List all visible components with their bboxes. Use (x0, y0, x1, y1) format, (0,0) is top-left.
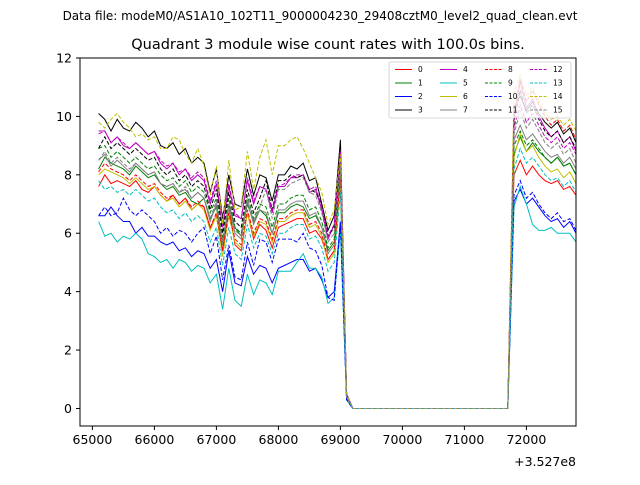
y-tick-label: 6 (64, 226, 72, 241)
legend-item-13: 13 (530, 79, 563, 88)
x-axis-ticks: 65000 66000 67000 68000 69000 70000 71000 72000 (73, 426, 547, 447)
legend-label: 9 (508, 79, 513, 88)
y-tick-label: 10 (56, 109, 72, 124)
series-line-8 (98, 78, 576, 409)
legend-item-5: 5 (440, 79, 468, 88)
legend-item-3: 3 (395, 106, 423, 115)
legend-item-15: 15 (530, 106, 563, 115)
x-offset-label: +3.527e8 (514, 454, 576, 469)
legend-item-12: 12 (530, 65, 563, 74)
x-tick-label: 70000 (383, 432, 423, 447)
legend-label: 8 (508, 65, 513, 74)
x-tick-label: 68000 (259, 432, 299, 447)
legend-label: 13 (553, 79, 563, 88)
legend-label: 0 (418, 65, 423, 74)
y-tick-label: 0 (64, 401, 72, 416)
legend-item-9: 9 (485, 79, 513, 88)
legend-label: 3 (418, 106, 423, 115)
x-tick-label: 69000 (321, 432, 361, 447)
x-tick-label: 66000 (135, 432, 175, 447)
legend-item-7: 7 (440, 106, 468, 115)
y-tick-label: 4 (64, 284, 72, 299)
legend-item-14: 14 (530, 92, 563, 101)
legend-label: 11 (508, 106, 518, 115)
legend-label: 12 (553, 65, 563, 74)
legend-label: 2 (418, 92, 423, 101)
legend-item-11: 11 (485, 106, 518, 115)
legend-item-8: 8 (485, 65, 513, 74)
x-tick-label: 65000 (73, 432, 113, 447)
legend-label: 1 (418, 79, 423, 88)
y-tick-label: 2 (64, 343, 72, 358)
y-axis-ticks: 0 2 4 6 8 10 12 (56, 51, 80, 416)
legend-item-0: 0 (395, 65, 423, 74)
chart-title: Quadrant 3 module wise count rates with … (131, 37, 525, 53)
y-tick-label: 12 (56, 51, 72, 66)
legend-item-10: 10 (485, 92, 518, 101)
suptitle: Data file: modeM0/AS1A10_102T11_90000042… (63, 9, 578, 23)
legend-item-6: 6 (440, 92, 468, 101)
legend-label: 5 (463, 79, 468, 88)
legend-label: 6 (463, 92, 468, 101)
x-tick-label: 67000 (197, 432, 237, 447)
series-line-13 (98, 147, 576, 409)
legend-item-1: 1 (395, 79, 423, 88)
legend-label: 14 (553, 92, 563, 101)
x-tick-label: 72000 (507, 432, 547, 447)
legend-label: 15 (553, 106, 563, 115)
legend-label: 10 (508, 92, 518, 101)
legend-label: 7 (463, 106, 468, 115)
x-tick-label: 71000 (445, 432, 485, 447)
legend-box (388, 61, 572, 119)
legend-label: 4 (463, 65, 468, 74)
axes-frame (79, 57, 577, 427)
y-tick-label: 8 (64, 167, 72, 182)
legend-item-2: 2 (395, 92, 423, 101)
legend-item-4: 4 (440, 65, 468, 74)
